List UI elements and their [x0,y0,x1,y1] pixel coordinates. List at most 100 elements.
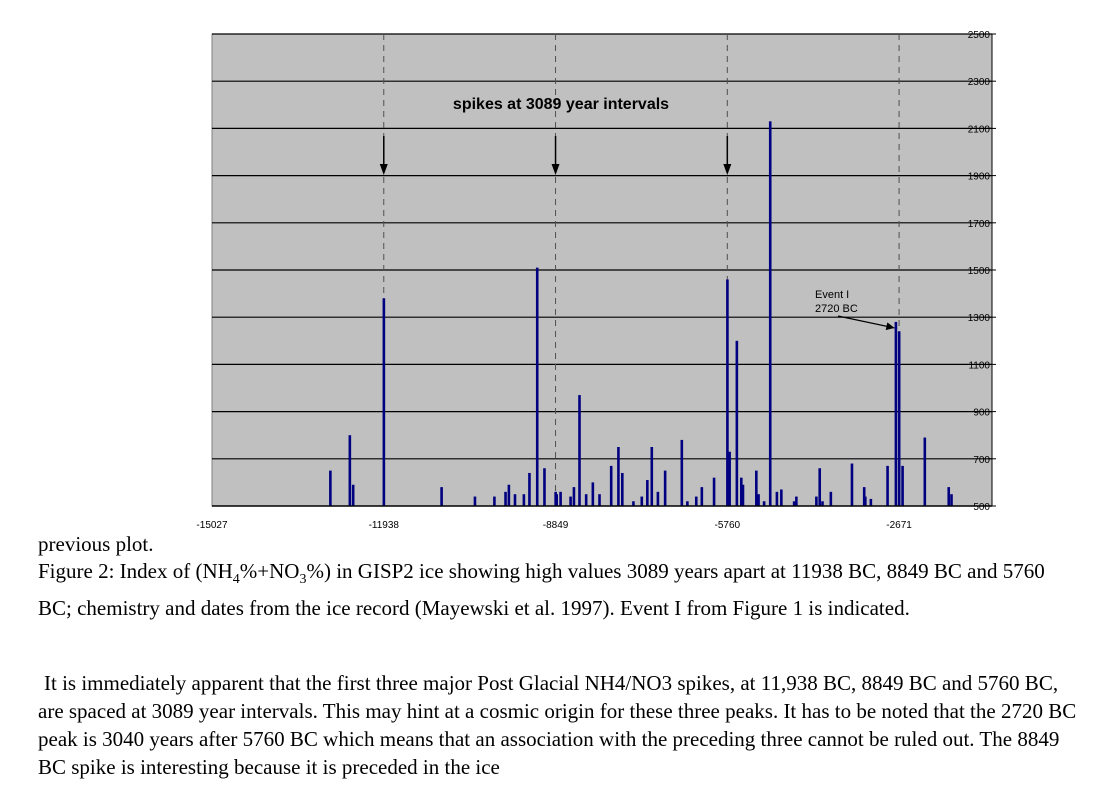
data-bar [897,331,901,506]
x-tick-label: -15027 [196,520,228,531]
x-axis-ticks: -15027 -11938 -8849 -5760 -2671 [196,520,912,531]
x-tick-label: -11938 [369,520,400,531]
y-tick-label: 1700 [968,219,991,230]
data-bar [507,484,511,506]
x-tick-label: -2671 [886,520,912,531]
data-bar [780,489,783,506]
chart-title: spikes at 3089 year intervals [453,96,669,113]
interval-arrow-head [723,164,732,175]
data-bar [818,468,822,506]
caption-sub-4: 4 [232,572,240,588]
data-bar [894,321,898,506]
event-label-name: Event I [815,289,849,301]
data-bar [950,494,953,506]
data-bar [555,494,558,506]
y-tick-label: 2300 [968,77,991,88]
data-bar [850,463,854,506]
data-bar [584,494,588,506]
y-tick-label: 2100 [968,124,991,135]
data-bar [886,465,889,506]
data-bar [650,447,654,506]
interval-arrows [379,136,732,175]
chart: 500 700 900 1100 1300 1500 1700 1900 2100 2300 250… [196,30,996,531]
data-bar [572,487,576,506]
data-bar [680,439,684,506]
interval-arrow-head [551,164,560,175]
data-bar [775,491,779,506]
y-tick-label: 2500 [968,30,991,41]
data-bar [869,498,873,506]
data-bar [712,477,716,506]
y-tick-label: 500 [973,502,990,513]
data-bar [609,465,613,506]
data-bar [947,487,951,506]
data-bar [646,480,649,506]
data-bar [740,477,743,506]
y-axis-ticks: 500 700 900 1100 1300 1500 1700 1900 2100 2300 250… [968,30,996,513]
data-bar [815,496,818,506]
data-bar [473,496,477,506]
data-bar [348,435,352,506]
data-bar [728,451,731,506]
y-tick-label: 1100 [968,360,990,371]
data-bar [864,496,867,506]
data-bar [923,437,927,506]
body-paragraph: It is immediately apparent that the firs… [38,671,1077,779]
data-bar [621,472,624,506]
y-tick-label: 900 [973,408,990,419]
data-bar [493,496,496,506]
data-bar [901,465,904,506]
y-tick-label: 1900 [968,172,991,183]
data-bar [440,487,443,506]
data-bar [569,496,572,506]
x-tick-label: -8849 [543,520,569,531]
data-bar [382,298,386,506]
caption-sub-3: 3 [299,572,307,588]
data-bar [726,279,729,506]
data-bar [768,121,772,506]
data-bar [663,470,667,506]
y-tick-label: 1300 [968,313,991,324]
data-bar [559,491,562,506]
data-bar [700,487,704,506]
data-bar [795,496,798,506]
caption-part-3: %) in GISP2 ice showing high values 3089… [38,559,1045,621]
data-bar [513,494,517,506]
data-bar [522,494,526,506]
data-bar [821,501,824,506]
data-bar [686,501,689,506]
data-bar [762,501,766,506]
data-bar [694,496,698,506]
y-tick-label: 1500 [968,266,991,277]
data-bar [829,491,833,506]
data-bar [757,494,760,506]
y-tick-label: 700 [973,455,990,466]
data-bar [741,484,745,506]
data-bar [632,501,635,506]
interval-arrow-head [379,164,388,175]
data-bar [591,482,595,506]
data-bar [504,491,507,506]
data-bar [617,447,620,506]
data-bar [656,491,660,506]
data-bar [543,468,546,506]
data-bar [528,472,531,506]
figure-caption: Figure 2: Index of (NH4%+NO3%) in GISP2 … [38,557,1078,622]
data-bar [755,470,758,506]
data-bar [578,395,581,506]
previous-plot-text: previous plot. [38,532,154,556]
event-label-date: 2720 BC [815,303,858,315]
grid-lines [212,33,992,460]
data-bar [598,494,601,506]
event-arrow [837,315,895,329]
data-bar [640,496,644,506]
data-bar [329,470,332,506]
event-arrow-head [885,322,895,331]
caption-part-2: %+NO [239,559,300,583]
caption-part-1: Figure 2: Index of (NH [38,559,233,583]
data-bar [351,484,355,506]
interval-marker-lines [383,34,900,506]
bar-series [329,121,953,506]
data-bar [735,340,739,506]
x-tick-label: -5760 [715,520,741,531]
